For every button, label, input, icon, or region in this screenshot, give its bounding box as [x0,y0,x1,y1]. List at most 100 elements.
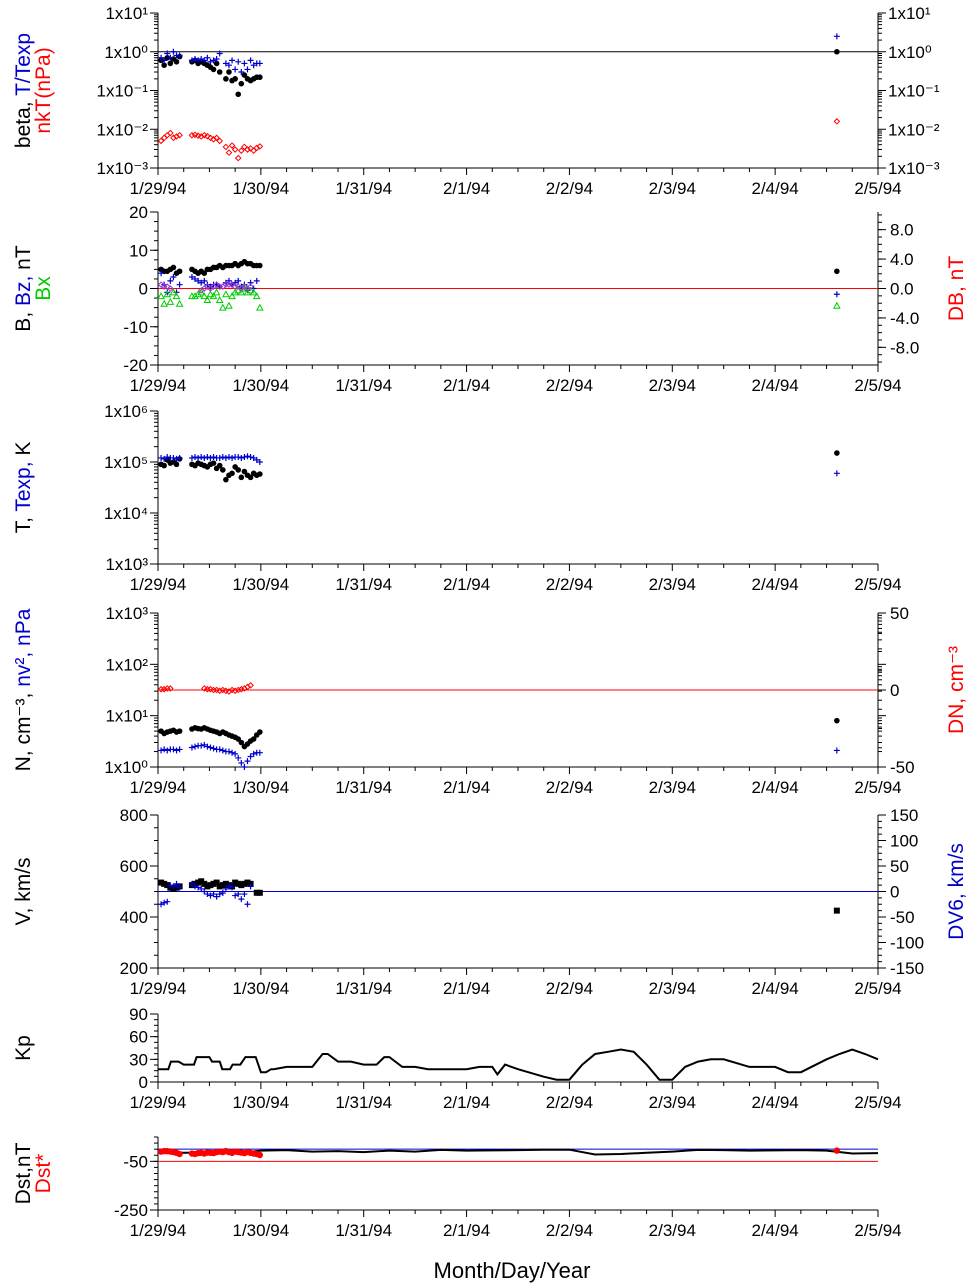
panels: 1/29/94 1/30/94 1/31/94 2/1/94 2/2/94 2/3/94 2… [12,4,968,1240]
x-tick-label: 1/30/94 [232,1221,289,1240]
data-point [209,292,218,300]
data-point [225,62,232,69]
data-point [163,290,172,298]
y-axis-label-part: B, [12,312,35,332]
data-point [241,60,248,67]
x-tick-label: 2/3/94 [649,1093,696,1112]
x-tick-label: 1/29/94 [130,778,187,797]
data-point [188,744,195,751]
data-point [170,454,177,461]
series-bfield-3 [157,281,254,294]
data-point [161,57,168,64]
data-point [238,685,245,693]
series-density-2 [157,682,254,695]
data-point [833,301,841,309]
y-axis-label: Dst,nT [12,1142,35,1204]
x-tick-label: 1/31/94 [335,1093,392,1112]
y-tick-label-right: 1x10⁻³ [888,159,940,178]
data-point [201,57,208,64]
x-tick-label: 1/29/94 [130,376,187,395]
data-point [833,291,840,298]
y-axis-label-right: DN, cm⁻³ [945,646,968,734]
data-point [238,454,245,461]
data-point [167,685,174,692]
series-beta-0 [158,48,840,98]
data-point [158,879,165,886]
data-point [157,137,165,145]
data-point [218,303,227,311]
data-point [231,288,239,296]
y-tick-label: 30 [129,1050,148,1069]
data-point [235,277,242,284]
data-point [170,746,177,753]
y-axis-label-part: beta, [12,101,35,148]
y-axis-label: N, cm⁻³, nv², nPa [12,608,35,771]
series-beta-1 [158,33,840,76]
x-tick-label: 2/3/94 [649,179,696,198]
data-point [222,60,229,67]
series-dst-0 [157,1148,879,1156]
data-point [257,471,263,477]
data-point [188,274,195,281]
data-point [203,295,212,303]
data-point [206,290,215,298]
x-tick-label: 2/5/94 [854,979,901,998]
series-velocity-1 [158,880,254,908]
data-point [216,883,223,890]
data-point [238,882,245,889]
data-point [204,132,211,140]
y-tick-label: -10 [123,318,148,337]
data-point [834,48,840,55]
data-point [167,285,174,292]
data-point [198,454,205,461]
y-axis-label-right: DV6, km/s [945,843,968,940]
data-point [216,746,223,753]
data-point [192,883,199,890]
data-point [834,268,840,275]
data-point [216,687,224,695]
y-tick-label-right: 100 [890,832,918,851]
x-tick-label: 1/30/94 [232,979,289,998]
x-tick-label: 2/3/94 [649,778,696,797]
y-tick-label: 1x10¹ [105,707,148,726]
data-point [163,283,171,290]
data-point [235,91,242,98]
x-tick-label: 2/2/94 [546,376,593,395]
data-point [241,72,248,78]
data-point [164,882,171,889]
y-axis-label-part: V, km/s [12,857,35,925]
y-axis-label: T, Texp, K [12,442,35,534]
data-point [834,717,840,724]
series-density-0 [158,717,840,750]
y-tick-label: 1x10⁰ [104,43,148,62]
data-point [204,454,211,461]
data-point [833,33,840,40]
data-point [167,882,174,889]
data-point [225,301,233,309]
data-point [228,292,236,300]
data-point [175,299,184,307]
data-point [176,728,183,734]
data-point [253,889,260,896]
data-point [238,147,245,154]
data-point [176,884,183,891]
y-tick-label-right: 1x10⁻² [888,120,940,139]
data-point [237,288,246,296]
y-axis-label-part: Bz, [12,276,35,312]
x-tick-label: 2/4/94 [752,575,799,594]
x-tick-label: 1/29/94 [130,979,187,998]
data-point [207,134,214,142]
data-point [176,52,183,59]
data-point [228,281,236,288]
data-point [241,454,248,461]
data-point [256,459,263,465]
x-tick-label: 2/3/94 [649,1221,696,1240]
data-point [188,131,196,139]
data-point [234,283,242,290]
data-point [244,901,251,908]
series-bfield-0 [158,258,840,277]
y-tick-label: 10 [129,241,148,260]
data-point [204,883,211,890]
data-point [210,66,217,73]
x-tick-label: 1/31/94 [335,979,392,998]
